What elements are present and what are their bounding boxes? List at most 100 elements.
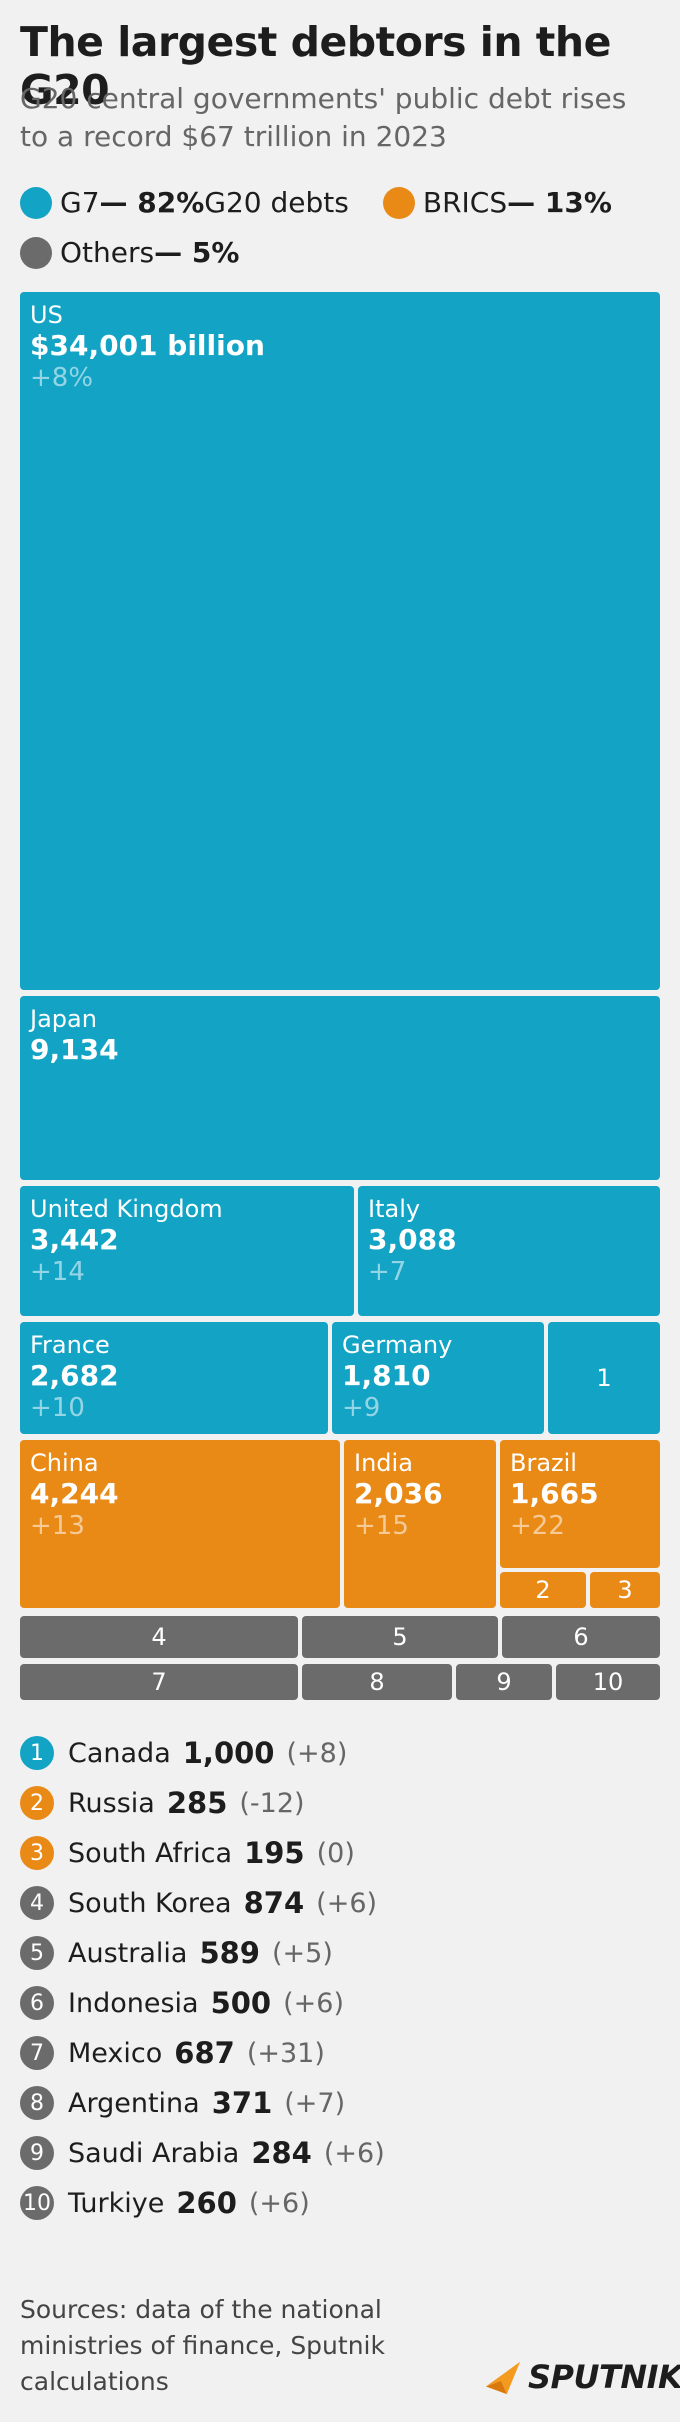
tile-country-name: India	[354, 1449, 413, 1477]
legend-item-others: Others — 5%	[20, 236, 239, 269]
tile-change: +15	[354, 1511, 409, 1541]
treemap-tile-3: 3	[590, 1572, 660, 1608]
list-number-badge: 9	[20, 2136, 54, 2170]
list-debt-value: 285	[166, 1786, 228, 1820]
list-change: (+8)	[286, 1737, 348, 1769]
list-item: 5 Australia 589 (+5)	[20, 1928, 385, 1978]
treemap-tile-7: 7	[20, 1664, 298, 1700]
tile-debt-value: $34,001 billion	[30, 329, 265, 362]
tile-debt-value: 1,665	[510, 1477, 599, 1510]
list-number-badge: 1	[20, 1736, 54, 1770]
tile-debt-value: 3,088	[368, 1223, 457, 1256]
list-item: 4 South Korea 874 (+6)	[20, 1878, 385, 1928]
treemap-tile-9: 9	[456, 1664, 552, 1700]
treemap-tile-germany: Germany 1,810 +9	[332, 1322, 544, 1434]
legend-row-1: G7 — 82% G20 debts BRICS — 13%	[20, 186, 646, 219]
list-country-name: South Africa	[68, 1837, 233, 1869]
tile-country-name: China	[30, 1449, 99, 1477]
tile-change: +8%	[30, 363, 94, 393]
list-change: (0)	[316, 1837, 355, 1869]
tile-country-name: Japan	[30, 1005, 97, 1033]
list-country-name: Russia	[68, 1787, 155, 1819]
tile-debt-value: 9,134	[30, 1033, 119, 1066]
tile-debt-value: 2,036	[354, 1477, 443, 1510]
legend-share-others: — 5%	[154, 236, 240, 269]
list-number-badge: 6	[20, 1986, 54, 2020]
list-change: (+5)	[271, 1937, 333, 1969]
tile-debt-value: 4,244	[30, 1477, 119, 1510]
tile-country-name: Italy	[368, 1195, 421, 1223]
list-number-badge: 2	[20, 1786, 54, 1820]
list-item: 6 Indonesia 500 (+6)	[20, 1978, 385, 2028]
treemap-tile-5: 5	[302, 1616, 498, 1658]
list-debt-value: 589	[199, 1936, 260, 1970]
list-change: (+31)	[246, 2037, 325, 2069]
list-change: (+6)	[248, 2187, 310, 2219]
list-country-name: Turkiye	[68, 2187, 165, 2219]
treemap-tile-6: 6	[502, 1616, 660, 1658]
list-debt-value: 195	[244, 1836, 305, 1870]
list-item: 2 Russia 285 (-12)	[20, 1778, 385, 1828]
list-number-badge: 8	[20, 2086, 54, 2120]
tile-change: +10	[30, 1393, 85, 1423]
list-country-name: Mexico	[68, 2037, 163, 2069]
tile-country-name: United Kingdom	[30, 1195, 223, 1223]
legend-share-g7: — 82%	[99, 186, 205, 219]
list-item: 7 Mexico 687 (+31)	[20, 2028, 385, 2078]
sputnik-logo-text: SPUTNIK	[528, 2358, 680, 2396]
treemap-tile-brazil: Brazil 1,665 +22	[500, 1440, 660, 1568]
list-country-name: South Korea	[68, 1887, 232, 1919]
list-number-badge: 3	[20, 1836, 54, 1870]
treemap-tile-france: France 2,682 +10	[20, 1322, 328, 1434]
legend-label-others: Others	[60, 236, 155, 269]
treemap-tile-2: 2	[500, 1572, 586, 1608]
list-debt-value: 687	[174, 2036, 235, 2070]
list-change: (+6)	[283, 1987, 344, 2019]
sputnik-logo: SPUTNIK	[484, 2358, 680, 2396]
list-number-badge: 4	[20, 1886, 54, 1920]
tile-country-name: US	[30, 301, 63, 329]
list-debt-value: 500	[210, 1986, 272, 2020]
treemap-tile-1: 1	[548, 1322, 660, 1434]
legend-item-g7: G7 — 82% G20 debts	[20, 186, 349, 219]
tile-country-name: Germany	[342, 1331, 453, 1359]
tile-debt-value: 2,682	[30, 1359, 119, 1392]
list-item: 8 Argentina 371 (+7)	[20, 2078, 385, 2128]
tile-debt-value: 3,442	[30, 1223, 119, 1256]
list-change: (-12)	[239, 1787, 305, 1819]
list-country-name: Indonesia	[68, 1987, 199, 2019]
sources-note: Sources: data of the national ministries…	[20, 2295, 385, 2396]
tile-change: +13	[30, 1511, 85, 1541]
list-country-name: Argentina	[68, 2087, 200, 2119]
tile-change: +9	[342, 1393, 381, 1423]
legend-swatch-brics	[382, 186, 415, 219]
list-change: (+7)	[284, 2087, 346, 2119]
list-debt-value: 260	[176, 2186, 237, 2220]
list-number-badge: 5	[20, 1936, 54, 1970]
legend-label-brics: BRICS	[422, 186, 508, 219]
tile-country-name: Brazil	[510, 1449, 577, 1477]
list-item: 9 Saudi Arabia 284 (+6)	[20, 2128, 385, 2178]
list-country-name: Australia	[68, 1937, 188, 1969]
list-change: (+6)	[323, 2137, 385, 2169]
tile-change: +22	[510, 1511, 565, 1541]
treemap-tile-us: US $34,001 billion +8%	[20, 292, 660, 990]
legend-row-2: Others — 5%	[20, 236, 273, 269]
list-debt-value: 371	[211, 2086, 273, 2120]
list-item: 3 South Africa 195 (0)	[20, 1828, 385, 1878]
legend-item-brics: BRICS — 13%	[382, 186, 612, 219]
list-debt-value: 1,000	[182, 1736, 275, 1770]
tile-change: +7	[368, 1257, 407, 1287]
page-subtitle: G20 central governments' public debt ris…	[20, 82, 627, 153]
treemap-tile-india: India 2,036 +15	[344, 1440, 496, 1608]
legend-suffix-g7: G20 debts	[204, 186, 349, 219]
page-title: The largest debtors in the G20	[20, 18, 611, 114]
treemap-tile-8: 8	[302, 1664, 452, 1700]
list-number-badge: 10	[20, 2186, 54, 2220]
list-item: 10 Turkiye 260 (+6)	[20, 2178, 385, 2228]
legend-label-g7: G7	[60, 186, 100, 219]
sputnik-logo-icon	[485, 2361, 521, 2395]
tile-change: +14	[30, 1257, 85, 1287]
treemap-tile-italy: Italy 3,088 +7	[358, 1186, 660, 1316]
list-debt-value: 284	[251, 2136, 312, 2170]
